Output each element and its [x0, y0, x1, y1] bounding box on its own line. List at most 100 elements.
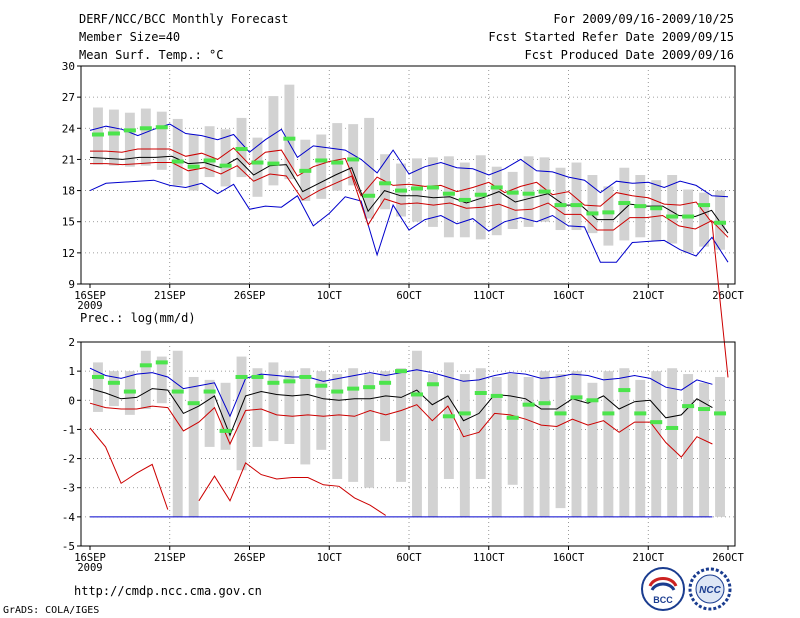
prec-observed-mark — [395, 369, 408, 374]
bcc-logo: BCC — [641, 567, 685, 611]
prec-observed-mark — [634, 411, 647, 416]
prec-ensemble-box — [491, 376, 502, 517]
prec-plot-frame — [80, 341, 736, 547]
temp-xtick-label: 26SEP — [234, 290, 266, 302]
prec-observed-mark — [331, 389, 344, 394]
temp-observed-mark — [395, 188, 408, 193]
temp-observed-mark — [490, 185, 503, 190]
prec-ytick-label: -4 — [62, 511, 76, 524]
prec-observed-mark — [650, 420, 663, 425]
temp-observed-mark — [442, 191, 455, 196]
prec-observed-mark — [522, 402, 535, 407]
prec-ensemble-box — [667, 368, 678, 517]
prec-ensemble-box — [252, 368, 263, 447]
temp-ensemble-box — [587, 175, 598, 234]
prec-ensemble-box — [507, 374, 518, 485]
temp-observed-mark — [618, 201, 631, 206]
prec-observed-mark — [426, 382, 439, 387]
temp-ytick-label: 24 — [62, 122, 76, 135]
temp-observed-mark — [235, 147, 248, 152]
temp-observed-mark — [331, 160, 344, 165]
prec-ensemble-box — [268, 362, 279, 442]
prec-series-ensemble-lower — [198, 462, 386, 516]
temp-observed-mark — [155, 125, 168, 130]
temp-observed-mark — [682, 214, 695, 219]
temp-xtick-label: 16OCT — [553, 290, 585, 302]
prec-observed-mark — [267, 380, 280, 385]
temp-ensemble-box — [603, 186, 614, 246]
prec-observed-mark — [682, 404, 695, 409]
prec-xtick-label: 11OCT — [473, 552, 505, 564]
ncc-logo: NCC — [688, 567, 732, 611]
temp-xtick-label: 16SEP — [74, 290, 106, 302]
temp-plot-frame — [80, 65, 736, 285]
prec-ensemble-box — [412, 350, 422, 517]
prec-observed-mark — [187, 401, 200, 406]
temp-observed-mark — [267, 161, 280, 166]
prec-ensemble-box — [396, 368, 406, 482]
prec-observed-mark — [219, 428, 232, 433]
prec-observed-mark — [139, 363, 152, 368]
prec-ensemble-box — [348, 368, 359, 482]
prec-ensemble-box — [140, 350, 151, 410]
temp-xtick-label: 6OCT — [396, 290, 422, 302]
prec-ensemble-box — [683, 374, 694, 517]
prec-observed-mark — [171, 389, 184, 394]
prec-ensemble-box — [619, 368, 630, 517]
prec-observed-mark — [666, 425, 679, 430]
temp-ensemble-box — [364, 117, 375, 219]
temp-observed-mark — [650, 206, 663, 211]
prec-ytick-label: -2 — [62, 453, 75, 466]
prec-ensemble-box — [443, 362, 454, 479]
prec-xtick-year: 2009 — [77, 562, 102, 574]
prec-observed-mark — [235, 374, 248, 379]
temp-observed-mark — [410, 186, 423, 191]
ncc-logo-text: NCC — [699, 585, 721, 596]
temp-ensemble-box — [571, 162, 582, 231]
prec-observed-mark — [91, 374, 104, 379]
prec-observed-mark — [251, 374, 264, 379]
temp-ytick-label: 9 — [68, 278, 75, 291]
temp-observed-mark — [602, 210, 615, 215]
variable-label: Mean Surf. Temp.: °C — [79, 48, 224, 62]
prec-ensemble-box — [188, 376, 199, 517]
source-url[interactable]: http://cmdp.ncc.cma.gov.cn — [74, 584, 262, 598]
temp-ensemble-box — [316, 134, 327, 199]
temp-ensemble-box — [252, 137, 263, 197]
temp-ytick-label: 15 — [62, 216, 75, 229]
prec-series-ensemble-upper — [89, 388, 713, 437]
prec-ensemble-box — [300, 368, 311, 465]
temp-ytick-label: 27 — [62, 91, 75, 104]
prec-series-ensemble-mean — [89, 402, 713, 458]
temp-series-ensemble-upper — [90, 147, 729, 378]
prec-observed-mark — [698, 407, 711, 412]
temp-ensemble-box — [475, 155, 486, 240]
temp-ensemble-box — [268, 96, 279, 186]
prec-xtick-label: 16SEP — [74, 552, 106, 564]
temp-observed-mark — [538, 189, 551, 194]
temp-observed-mark — [107, 131, 120, 136]
temp-ensemble-box — [140, 108, 151, 166]
temp-ensemble-box — [124, 112, 135, 167]
temp-observed-mark — [91, 132, 104, 137]
temp-ensemble-box — [651, 180, 662, 242]
temp-ensemble-box — [555, 167, 566, 231]
prec-xtick-label: 6OCT — [396, 552, 422, 564]
temp-ensemble-box — [284, 84, 295, 180]
temp-ensemble-box — [491, 166, 502, 236]
prec-observed-mark — [203, 389, 216, 394]
temp-xtick-year: 2009 — [77, 300, 102, 312]
temp-ensemble-box — [204, 126, 215, 178]
temp-observed-mark — [379, 181, 392, 186]
prec-ensemble-box — [380, 371, 391, 442]
prec-observed-mark — [363, 385, 376, 390]
temp-observed-mark — [426, 185, 439, 190]
temp-observed-mark — [299, 168, 312, 173]
temp-ytick-label: 12 — [62, 247, 75, 260]
prec-observed-mark — [442, 414, 455, 419]
prec-ensemble-box — [651, 371, 662, 517]
prec-xtick-label: 16OCT — [553, 552, 585, 564]
grads-credit: GrADS: COLA/IGES — [3, 605, 100, 616]
temp-observed-mark — [363, 193, 376, 198]
temp-observed-mark — [171, 159, 184, 164]
